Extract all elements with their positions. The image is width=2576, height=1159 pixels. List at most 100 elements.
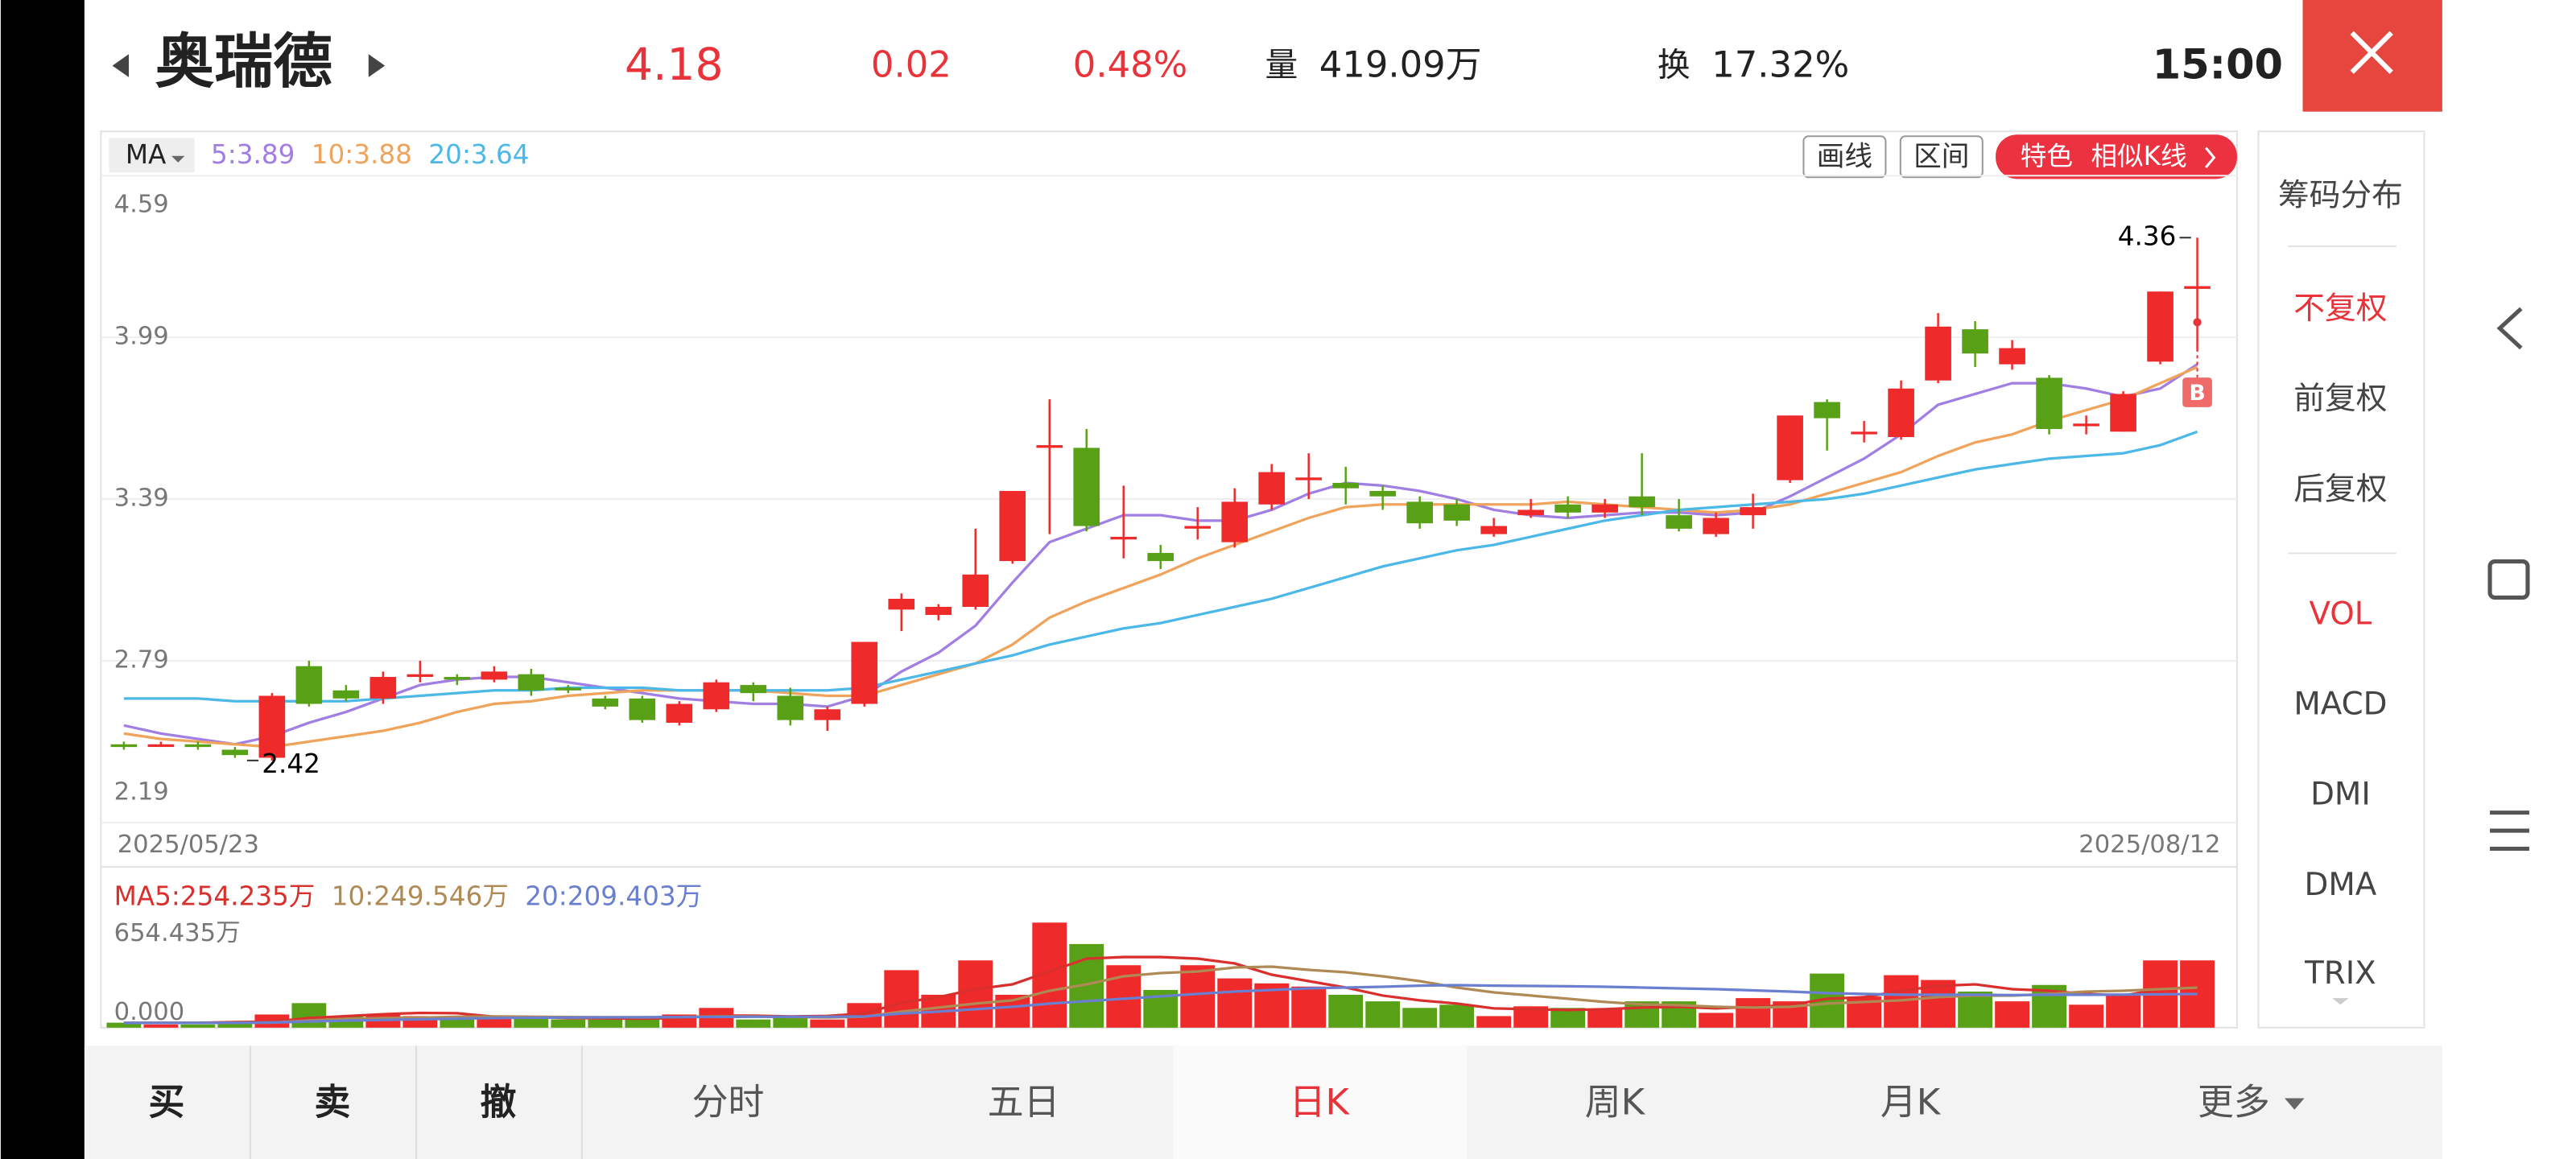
volume: 419.09万 (1319, 43, 1482, 86)
candle-body (332, 690, 360, 699)
similar-k-button[interactable] (1996, 134, 2237, 179)
sell-button[interactable]: 卖 (314, 1081, 350, 1124)
candle-body (369, 677, 397, 699)
volume-legend: MA5:254.235万 10:249.546万 20:209.403万 (114, 881, 703, 912)
tab[interactable]: 更多 (2198, 1081, 2270, 1124)
candle-body (1814, 402, 1840, 419)
candle-body (1999, 348, 2025, 365)
next-arrow[interactable] (368, 54, 386, 77)
stock-name: 奥瑞德 (155, 28, 332, 97)
candle-body (481, 671, 508, 680)
volume-bar (1328, 994, 1364, 1028)
draw-button[interactable] (1802, 135, 1887, 179)
volume-bar (1995, 1001, 2030, 1028)
volume-bar (1365, 1001, 1401, 1028)
side-item[interactable]: DMA (2305, 867, 2377, 903)
legend-entry: 10:3.88 (312, 139, 412, 170)
candle-body (110, 744, 138, 748)
y-tick-label: 654.435万 (114, 919, 241, 947)
trade-marker-box (2182, 377, 2212, 407)
side-item[interactable]: VOL (2309, 596, 2372, 632)
candle-body (629, 698, 656, 720)
candle-body (1480, 526, 1507, 534)
candle-body (666, 703, 693, 723)
candle-body (1332, 482, 1360, 489)
candle-body (184, 744, 212, 748)
side-item[interactable]: MACD (2293, 687, 2387, 723)
side-item[interactable]: TRIX (2304, 955, 2376, 992)
close-icon (2350, 31, 2393, 74)
range-button[interactable] (1899, 135, 1984, 179)
legend-entry: 5:3.89 (211, 139, 295, 170)
side-item[interactable]: 不复权 (2293, 291, 2387, 327)
candle-body (925, 606, 952, 616)
buy-button[interactable]: 买 (148, 1081, 184, 1124)
ma-selector-label: MA (126, 139, 167, 170)
ma-selector[interactable] (109, 138, 195, 173)
time: 15:00 (2153, 42, 2283, 89)
volume-bar (1736, 998, 1771, 1028)
ma-line (123, 365, 2198, 749)
candle-body (1221, 501, 1249, 542)
candle-body (2073, 423, 2099, 427)
candle-body (221, 749, 249, 756)
candle-body (1147, 553, 1174, 562)
candle-body (407, 674, 434, 678)
volume-bar (958, 960, 993, 1028)
candle-body (1703, 518, 1729, 534)
candle-body (1184, 526, 1212, 529)
volume-bar (1587, 1009, 1623, 1028)
volume-bar (2106, 994, 2140, 1028)
side-item[interactable]: 前复权 (2293, 381, 2387, 417)
candle-body (444, 677, 471, 680)
price: 4.18 (625, 39, 724, 90)
tab-active[interactable]: 日K (1290, 1081, 1351, 1124)
ma-selector-caret (171, 155, 185, 163)
candle-body (1740, 507, 1766, 516)
candle-body (962, 574, 989, 607)
volume-bar (180, 1024, 216, 1028)
plot: 4.59 3.99 3.39 2.79 2.19 2025/05/23 2025/08/12… (101, 175, 2237, 1028)
candle-body (2147, 291, 2174, 362)
candle-body (1406, 501, 1433, 524)
side-item[interactable]: 后复权 (2293, 471, 2387, 507)
tab[interactable]: 月K (1880, 1081, 1942, 1124)
max-label: 4.36 (2118, 221, 2177, 251)
candle-body (258, 695, 286, 758)
prev-arrow[interactable] (112, 54, 129, 77)
side-item[interactable]: DMI (2310, 777, 2371, 813)
candle-body (518, 674, 545, 691)
candle-body (1777, 415, 1803, 481)
legend-entry: 20:209.403万 (525, 881, 702, 912)
x-tick-label: 2025/05/23 (118, 831, 259, 859)
cancel-button[interactable]: 撤 (480, 1081, 516, 1124)
active-tab-bg (1173, 1046, 1468, 1159)
volume-bar (1439, 1004, 1475, 1028)
volume-bar (1402, 1008, 1438, 1028)
tab[interactable]: 五日 (988, 1081, 1060, 1124)
volume-bar (514, 1017, 549, 1028)
volume-bar (217, 1022, 253, 1028)
nav-back[interactable] (2496, 307, 2523, 350)
tab[interactable]: 周K (1585, 1081, 1646, 1124)
turnover: 17.32% (1711, 43, 1849, 86)
volume-bar (477, 1017, 512, 1028)
volume-bar (810, 1019, 845, 1028)
side-item[interactable]: 筹码分布 (2278, 177, 2403, 213)
volume-bar (1291, 986, 1327, 1028)
candle-body (2110, 394, 2136, 432)
feature-label: 特色 (2021, 141, 2073, 171)
volume-bar (625, 1017, 660, 1028)
y-tick-label: 3.39 (114, 485, 169, 513)
volume-bar (1958, 991, 1993, 1028)
candle-body (1517, 509, 1544, 516)
volume-bar (736, 1019, 771, 1028)
tab[interactable]: 分时 (692, 1081, 765, 1124)
candle-body (1591, 504, 1618, 513)
volume-bar (1217, 978, 1253, 1028)
nav-menu[interactable] (2490, 810, 2529, 852)
volume-bar (143, 1024, 179, 1028)
change: 0.02 (871, 43, 952, 86)
nav-home[interactable] (2487, 559, 2530, 600)
left-bezel (0, 0, 85, 1159)
